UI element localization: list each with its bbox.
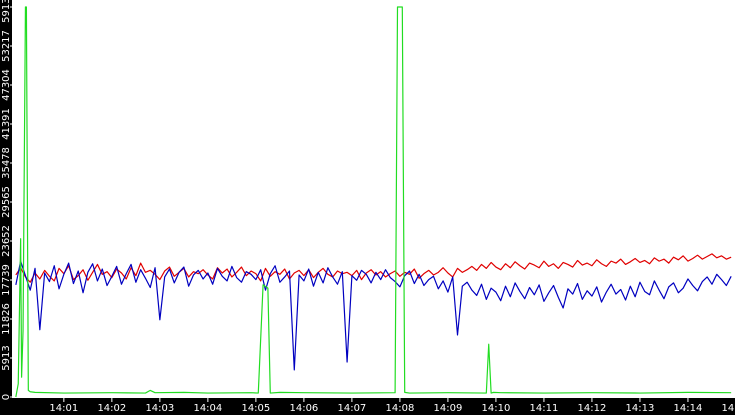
y-tick-label: 41391 xyxy=(1,108,12,140)
y-tick-label: 35478 xyxy=(1,147,12,179)
y-tick-label: 47304 xyxy=(1,69,12,101)
x-tick-label: 14:10 xyxy=(482,403,511,414)
x-tick-label: 14:07 xyxy=(337,403,366,414)
y-tick-label: 23652 xyxy=(1,225,12,257)
x-tick-label: 14:14 xyxy=(674,403,703,414)
x-tick-label: 14:08 xyxy=(385,403,414,414)
x-tick-label: 14:06 xyxy=(289,403,318,414)
y-tick-label: 11826 xyxy=(1,303,12,335)
x-tick-label: 14:03 xyxy=(145,403,174,414)
x-tick-label: 14:11 xyxy=(530,403,559,414)
x-tick-label: 14:02 xyxy=(97,403,126,414)
x-tick-label: 14:12 xyxy=(578,403,607,414)
x-tick-label: 14:15 xyxy=(722,403,735,414)
series-line xyxy=(15,260,732,371)
x-tick-label: 14:01 xyxy=(49,403,78,414)
y-tick-label: 29565 xyxy=(1,186,12,218)
series-line xyxy=(15,6,732,398)
x-tick-label: 14:05 xyxy=(241,403,270,414)
y-tick-label: 53217 xyxy=(1,30,12,62)
x-axis-bar xyxy=(0,398,735,415)
series-line xyxy=(15,253,732,283)
x-tick-label: 14:04 xyxy=(193,403,222,414)
x-tick-label: 14:09 xyxy=(433,403,462,414)
y-tick-label: 0 xyxy=(1,394,12,400)
x-tick-label: 14:13 xyxy=(626,403,655,414)
y-axis-bar xyxy=(0,0,12,415)
y-tick-label: 5913 xyxy=(1,345,12,370)
y-tick-label: 59130 xyxy=(1,0,12,23)
y-tick-label: 17739 xyxy=(1,264,12,296)
